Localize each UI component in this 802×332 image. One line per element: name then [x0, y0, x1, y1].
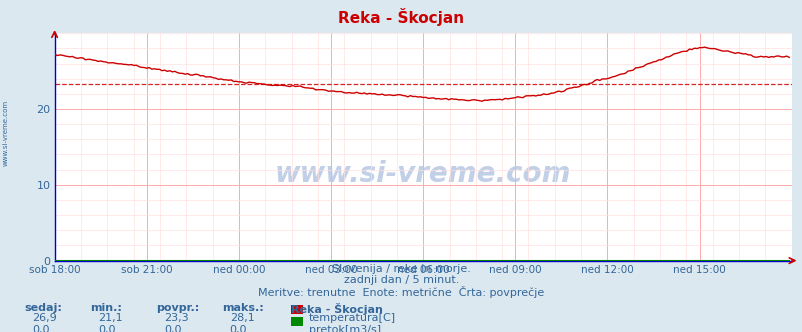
Text: www.si-vreme.com: www.si-vreme.com	[2, 100, 8, 166]
Text: 28,1: 28,1	[229, 313, 254, 323]
Text: povpr.:: povpr.:	[156, 303, 199, 313]
Text: min.:: min.:	[90, 303, 122, 313]
Text: 0,0: 0,0	[98, 325, 115, 332]
Text: 0,0: 0,0	[32, 325, 50, 332]
Text: Slovenija / reke in morje.: Slovenija / reke in morje.	[332, 264, 470, 274]
Text: 21,1: 21,1	[98, 313, 123, 323]
Text: temperatura[C]: temperatura[C]	[309, 313, 395, 323]
Text: Reka - Škocjan: Reka - Škocjan	[338, 8, 464, 26]
Text: 0,0: 0,0	[164, 325, 181, 332]
Text: 23,3: 23,3	[164, 313, 188, 323]
Text: www.si-vreme.com: www.si-vreme.com	[274, 160, 571, 188]
Text: zadnji dan / 5 minut.: zadnji dan / 5 minut.	[343, 275, 459, 285]
Text: pretok[m3/s]: pretok[m3/s]	[309, 325, 381, 332]
Text: 0,0: 0,0	[229, 325, 247, 332]
Text: 26,9: 26,9	[32, 313, 57, 323]
Text: Meritve: trenutne  Enote: metrične  Črta: povprečje: Meritve: trenutne Enote: metrične Črta: …	[258, 286, 544, 298]
Text: sedaj:: sedaj:	[24, 303, 62, 313]
Text: Reka - Škocjan: Reka - Škocjan	[291, 303, 383, 315]
Text: maks.:: maks.:	[221, 303, 263, 313]
